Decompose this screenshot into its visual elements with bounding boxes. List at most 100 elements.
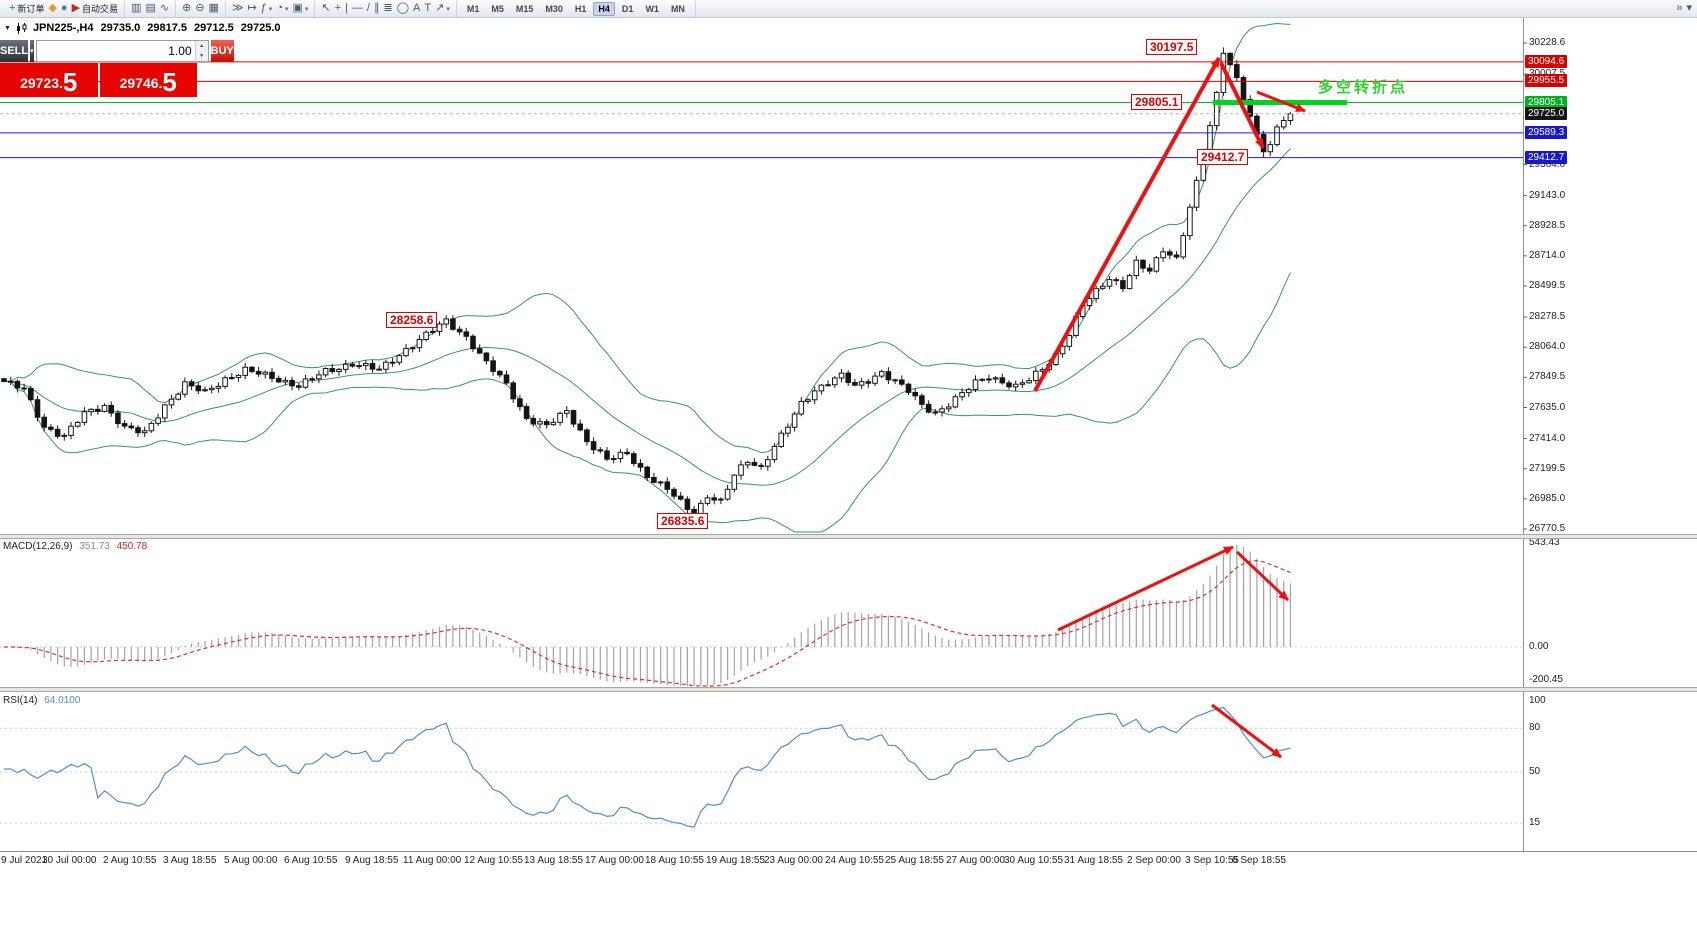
ask-price[interactable]: 29746. 5 (99, 63, 197, 97)
time-axis[interactable]: 9 Jul 2021 30 Jul 00:00 2 Aug 10:55 3 Aug 1… (0, 851, 1697, 871)
timeframe-m30[interactable]: M30 (545, 3, 563, 14)
axis-tick-label: 26985.0 (1529, 492, 1566, 504)
time-label: 5 Aug 00:00 (224, 855, 278, 866)
sell-dropdown-icon[interactable]: ▾ (30, 40, 34, 62)
volume-input[interactable] (36, 41, 195, 61)
time-label: 25 Aug 18:55 (885, 855, 944, 866)
timeframe-h4[interactable]: H4 (593, 1, 615, 16)
turning-point-note[interactable]: 多空转折点 (1318, 79, 1409, 96)
time-label: 30 Aug 10:55 (1004, 855, 1063, 866)
macd-value-main: 351.73 (79, 541, 110, 552)
auto-scroll-button[interactable]: ≫ (230, 1, 246, 16)
price-line-label: 29725.0 (1525, 106, 1568, 120)
trend-arrows (1033, 57, 1306, 759)
macd-rsi-splitter[interactable] (0, 687, 1697, 692)
chevron-down-icon: ▾ (284, 5, 289, 13)
bar-chart-button-glyph: ▥ (131, 2, 142, 14)
timeframe-m1[interactable]: M1 (466, 3, 480, 14)
axis-tick-label: 27199.5 (1529, 462, 1566, 474)
zoom-out-button[interactable]: ⊖ (193, 1, 206, 16)
timeframe-h1[interactable]: H1 (574, 3, 587, 14)
trendline-tool-glyph: / (366, 2, 370, 14)
toolbar-overflow-icon[interactable]: » (1674, 1, 1684, 16)
chart-type-group: ▥ ▤ ∿ (125, 0, 177, 17)
zoom-group: ⊕ ⊖ ▦ (176, 0, 226, 17)
chart-shift-button[interactable]: ↦ (245, 1, 258, 16)
new-order-button[interactable]: + 新订单 (7, 1, 46, 16)
zoom-out-button-glyph: ⊖ (195, 2, 205, 14)
price-annotation[interactable]: 26835.6 (657, 513, 709, 529)
time-label: 19 Aug 18:55 (706, 855, 765, 866)
axis-tick-label: 27849.5 (1529, 371, 1566, 383)
shapes-tool[interactable]: ◯ (395, 1, 411, 16)
candlestick-chart-icon (16, 22, 27, 34)
periods-button-glyph: ◔ (276, 2, 283, 14)
bar-chart-button[interactable]: ▥ (129, 1, 143, 16)
line-chart-button[interactable]: ∿ (158, 1, 171, 16)
arrows-tool[interactable]: ↗ ▾ (433, 1, 452, 16)
rsi-indicator-label: RSI(14) 64.0100 (3, 695, 80, 706)
fibonacci-tool[interactable]: ≣ (381, 1, 394, 16)
periods-button[interactable]: ◔ ▾ (274, 1, 290, 16)
tile-windows-button[interactable]: ▦ (207, 1, 221, 16)
chevron-down-icon[interactable]: ▼ (4, 24, 11, 32)
text-tool[interactable]: A (411, 1, 422, 16)
timeframe-m15[interactable]: M15 (515, 3, 534, 14)
buy-button[interactable]: BUY (210, 40, 234, 62)
price-line-label: 29955.5 (1525, 74, 1568, 88)
axis-tick-label: 543.43 (1529, 537, 1560, 548)
chart-shift-button-glyph: ↦ (247, 2, 257, 14)
sell-button[interactable]: SELL (0, 40, 29, 62)
cursor-tool-glyph: ↖ (321, 2, 331, 14)
price-annotation[interactable]: 29805.1 (1131, 94, 1183, 110)
volume-up-button[interactable]: ▲ (195, 41, 208, 51)
vertical-line-tool[interactable]: | (343, 1, 350, 16)
axis-tick-label: 0.00 (1529, 641, 1549, 652)
templates-button-glyph: ▣ (292, 2, 303, 14)
price-axis[interactable]: 30228.6 30007.5 29364.0 29143.0 28928.5 28714… (1523, 0, 1697, 941)
trendline-tool[interactable]: / (365, 1, 372, 16)
time-label: 12 Aug 10:55 (464, 855, 523, 866)
axis-tick-label: 29364.0 (1529, 158, 1566, 170)
new-order-button-label: 新订单 (17, 4, 45, 14)
indicators-button[interactable]: ƒ ▾ (259, 1, 275, 16)
autotrading-button[interactable]: ▶ 自动交易 (70, 1, 120, 16)
auto-scroll-button-glyph: ≫ (231, 2, 244, 14)
depth-of-market-icon[interactable]: ◆ (46, 1, 58, 16)
timeframe-mn[interactable]: MN (670, 3, 685, 14)
symbol-bar: ▼ JPN225-,H4 29735.0 29817.5 29712.5 297… (4, 22, 281, 34)
text-tool-glyph: A (413, 2, 421, 14)
toolbar-options-icon[interactable]: ▾ (1684, 1, 1694, 16)
horizontal-line-tool-glyph: — (351, 2, 363, 14)
label-tool[interactable]: T (422, 1, 433, 16)
alerts-icon[interactable]: ● (59, 1, 70, 16)
channel-tool[interactable]: ∥ (372, 1, 382, 16)
chart-macd-splitter[interactable] (0, 534, 1697, 539)
price-annotation[interactable]: 29412.7 (1197, 149, 1249, 165)
time-label: 6 Sep 18:55 (1232, 855, 1286, 866)
timeframe-d1[interactable]: D1 (621, 3, 634, 14)
templates-button[interactable]: ▣ ▾ (290, 1, 310, 16)
time-label: 31 Aug 18:55 (1064, 855, 1123, 866)
horizontal-line-tool[interactable]: — (350, 1, 365, 16)
macd-up-arrow (1057, 545, 1234, 632)
new-order-button-glyph: + (9, 2, 16, 14)
candlestick-chart-button[interactable]: ▤ (143, 1, 157, 16)
price-annotation[interactable]: 30197.5 (1146, 39, 1198, 55)
time-label: 13 Aug 18:55 (524, 855, 583, 866)
time-label: 3 Aug 18:55 (163, 855, 217, 866)
time-label: 24 Aug 10:55 (825, 855, 884, 866)
crosshair-tool[interactable]: + (333, 1, 343, 16)
bid-price[interactable]: 29723. 5 (0, 63, 98, 97)
timeframe-w1[interactable]: W1 (645, 3, 659, 14)
zoom-in-button[interactable]: ⊕ (180, 1, 193, 16)
volume-down-button[interactable]: ▼ (195, 51, 208, 61)
cursor-tool[interactable]: ↖ (319, 1, 332, 16)
price-annotation[interactable]: 28258.6 (386, 312, 438, 328)
axis-tick-label: 29143.0 (1529, 189, 1566, 201)
time-label: 9 Jul 2021 (1, 855, 48, 866)
timeframe-m5[interactable]: M5 (491, 3, 504, 14)
